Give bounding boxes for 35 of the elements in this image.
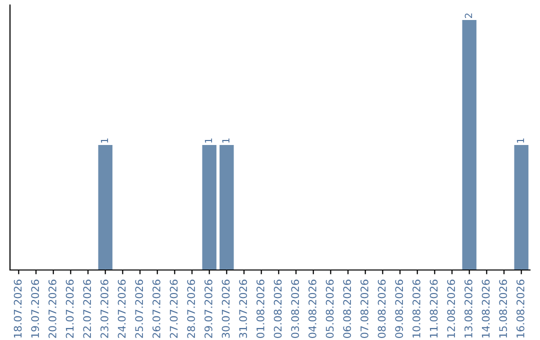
x-tick-label: 10.08.2026 [412, 280, 420, 338]
x-tick-label: 27.07.2026 [170, 280, 178, 338]
x-tick-label: 21.07.2026 [66, 280, 74, 338]
x-tick-label: 22.07.2026 [83, 280, 92, 338]
x-tick-label: 07.08.2026 [360, 280, 368, 338]
x-tick-label: 28.07.2026 [187, 280, 196, 338]
data-label: 2 [464, 14, 472, 18]
x-tick-label: 25.07.2026 [135, 280, 144, 338]
x-tick-label: 06.08.2026 [343, 280, 352, 338]
x-tick-label: 01.08.2026 [256, 280, 264, 338]
x-tick-label: 18.07.2026 [14, 280, 22, 338]
x-tick-label: 09.08.2026 [395, 280, 404, 338]
data-label: 1 [516, 138, 524, 143]
x-tick-label: 13.08.2026 [464, 280, 472, 338]
x-tick-label: 23.07.2026 [100, 280, 108, 338]
x-tick-label: 12.08.2026 [447, 280, 456, 338]
data-label: 1 [204, 138, 212, 143]
data-label: 1 [222, 138, 230, 143]
x-tick-label: 08.08.2026 [378, 280, 386, 338]
x-tick-label: 24.07.2026 [118, 280, 126, 338]
x-tick-label: 14.08.2026 [482, 280, 490, 338]
x-tick-label: 05.08.2026 [326, 280, 334, 338]
x-tick-label: 30.07.2026 [222, 280, 230, 338]
x-tick-label: 26.07.2026 [152, 280, 160, 338]
x-tick-label: 04.08.2026 [308, 280, 316, 338]
x-tick-label: 31.07.2026 [239, 280, 248, 338]
x-tick-label: 20.07.2026 [48, 280, 56, 338]
data-label: 1 [100, 138, 108, 143]
x-tick-label: 03.08.2026 [291, 280, 300, 338]
x-tick-label: 02.08.2026 [274, 280, 282, 338]
x-tick-label: 15.08.2026 [499, 280, 508, 338]
x-tick-label: 29.07.2026 [204, 280, 212, 338]
x-tick-label: 16.08.2026 [516, 280, 524, 338]
x-tick-label: 19.07.2026 [31, 280, 40, 338]
x-tick-label: 11.08.2026 [430, 280, 438, 338]
